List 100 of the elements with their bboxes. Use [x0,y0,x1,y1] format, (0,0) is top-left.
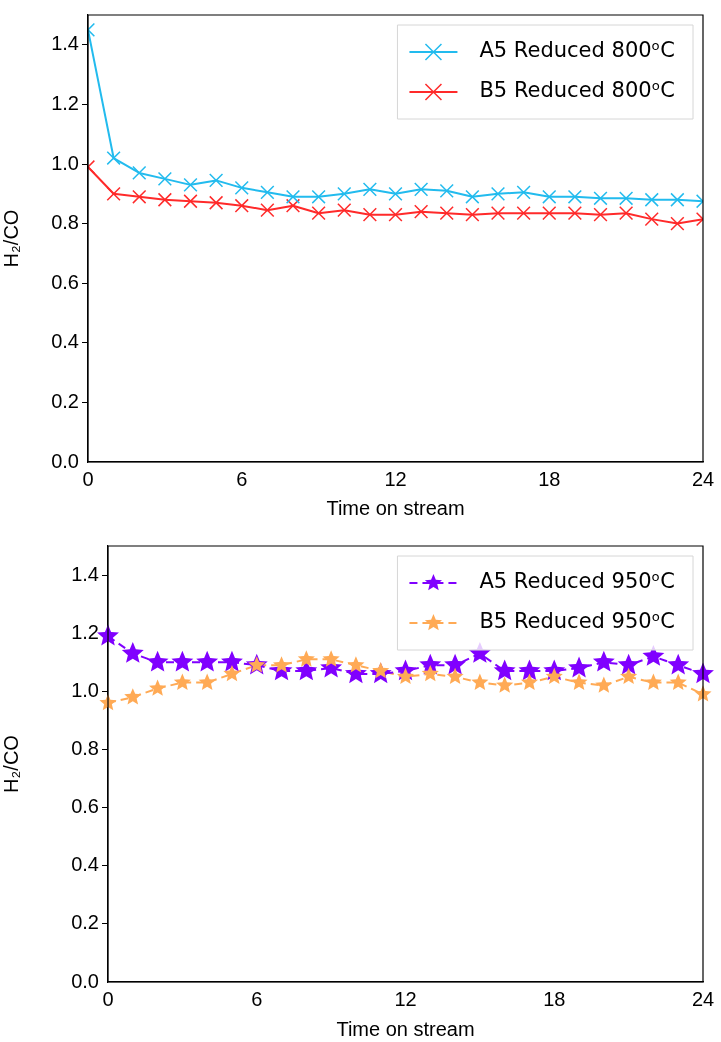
point [520,673,539,690]
legend-label: A5 Reduced 950ᵒC [479,569,675,594]
point [311,206,326,221]
point [297,650,315,667]
point [223,664,241,682]
point [439,206,454,221]
point [542,206,557,221]
point [121,642,144,663]
x-tick-label: 24 [691,987,715,1010]
point [183,194,198,209]
point [132,189,147,204]
point [198,673,216,690]
point [209,173,224,188]
point [322,650,340,667]
point [196,650,219,672]
point [157,192,172,207]
y-tick-label: 1.2 [71,620,99,643]
y-tick-label: 0.8 [71,736,99,759]
point [347,656,365,673]
y-tick-label: 0.2 [51,389,79,412]
point [414,182,429,197]
x-tick-label: 12 [394,987,417,1010]
point [234,180,249,195]
point [667,653,690,675]
point [285,189,301,204]
point [490,206,506,221]
point [516,206,531,221]
point [124,688,142,705]
y-tick-label: 1.4 [51,32,79,55]
x-tick-label: 0 [82,467,94,490]
y-tick-label: 1.2 [51,91,79,114]
point [421,664,439,682]
x-axis-title: Time on stream [326,496,465,519]
point [171,650,194,672]
point [465,189,480,204]
point [221,650,243,672]
x-tick-label: 18 [538,467,561,490]
y-tick-label: 0.4 [51,330,79,353]
point [644,673,662,690]
point [183,177,198,192]
point [542,189,557,204]
point [285,198,301,213]
point [644,212,659,227]
y-tick-label: 0.8 [51,211,79,234]
point [234,198,249,213]
point [362,182,377,197]
point [490,186,506,201]
y-tick-label: 0.6 [71,795,99,818]
point [545,667,563,685]
point [439,183,454,198]
point [446,667,464,685]
point [568,656,590,678]
point [493,659,516,681]
y-tick-label: 0.0 [51,449,79,472]
y-axis-title: H₂/CO [0,209,22,268]
point [670,192,685,207]
x-tick-label: 18 [543,987,566,1010]
x-axis-title: Time on stream [336,1017,475,1040]
point [496,676,514,693]
y-axis-title: H₂/CO [0,735,22,793]
y-tick-label: 1.0 [51,151,79,174]
point [669,673,687,690]
y-tick-label: 0.2 [71,911,99,934]
y-tick-label: 0.6 [51,270,79,293]
point [644,192,659,207]
point [570,673,588,690]
point [173,673,191,690]
point [414,204,429,219]
point [516,185,531,200]
point [396,667,415,685]
point [337,186,352,201]
point [567,206,582,221]
legend-label: B5 Reduced 950ᵒC [479,609,676,634]
point [362,207,377,222]
legend-label: A5 Reduced 800ᵒC [479,38,675,63]
y-tick-label: 0.0 [71,969,99,992]
point [372,661,390,679]
point [132,165,147,181]
point [106,150,121,166]
point [619,206,634,221]
point [388,186,403,201]
point [388,207,403,222]
point [595,676,613,693]
point [272,656,291,673]
point [593,207,608,222]
y-tick-label: 1.0 [71,678,99,701]
point [567,189,582,204]
point [209,195,224,210]
y-tick-label: 1.4 [71,562,99,585]
x-tick-label: 12 [384,467,407,490]
point [146,650,169,672]
x-tick-label: 0 [102,987,114,1010]
point [337,203,352,218]
point [619,191,634,206]
point [592,650,615,672]
point [593,191,608,206]
point [157,171,172,187]
x-tick-label: 6 [251,987,263,1010]
point [260,185,275,200]
point [311,189,326,204]
